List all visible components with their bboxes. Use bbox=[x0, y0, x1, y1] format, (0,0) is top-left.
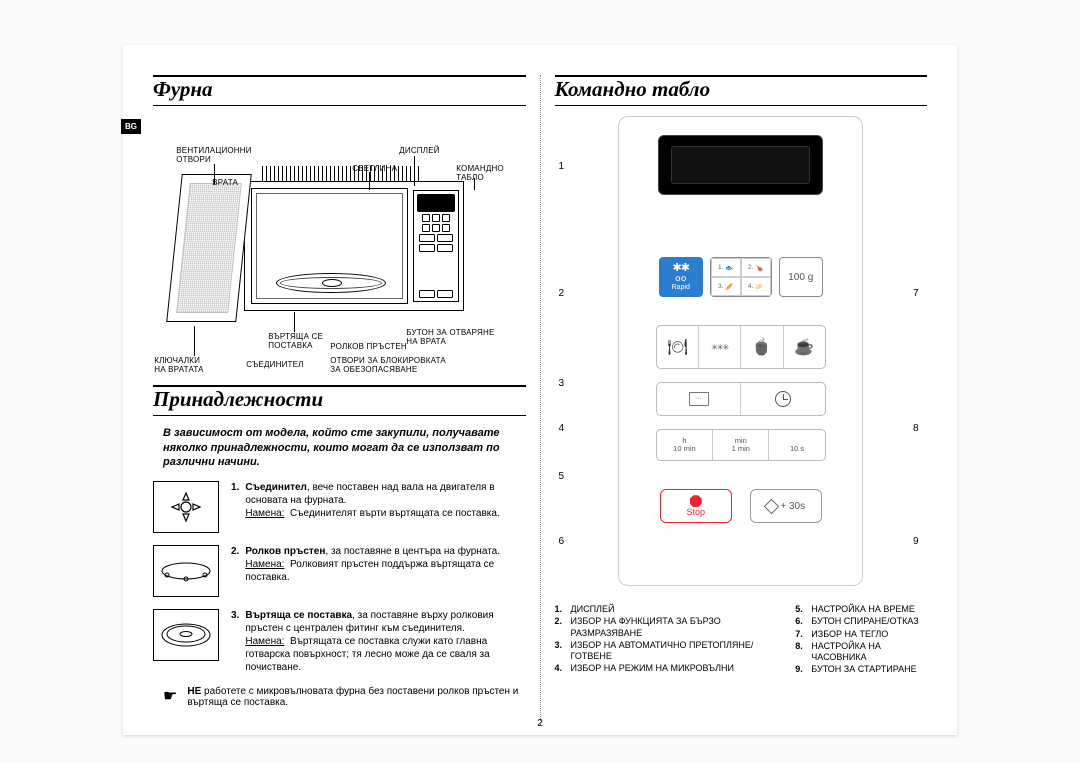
warning-note: ☛ НЕ работете с микровълновата фурна без… bbox=[153, 686, 526, 708]
section-title-oven: Фурна bbox=[153, 75, 526, 106]
label-safety: ОТВОРИ ЗА БЛОКИРОВКАТА ЗА ОБЕЗОПАСЯВАНЕ bbox=[330, 356, 446, 374]
time-set-row: h10 min min1 min 10 s bbox=[656, 429, 826, 461]
control-panel: ✱✱ ໐໐ Rapid 1.🐟 2.🍗 3.🥖 4.🥟 100 g bbox=[618, 116, 863, 586]
food-category-grid[interactable]: 1.🐟 2.🍗 3.🥖 4.🥟 bbox=[710, 257, 772, 297]
pointing-hand-icon: ☛ bbox=[163, 686, 177, 708]
accessory-row: 2. Ролков пръстен, за поставяне в център… bbox=[153, 545, 526, 597]
legend-col-right: 5.НАСТРОЙКА НА ВРЕМЕ 6.БУТОН СПИРАНЕ/ОТК… bbox=[795, 604, 927, 677]
time-10min-button[interactable]: h10 min bbox=[657, 430, 712, 460]
acc-body: Въртяща се поставка, за поставяне върху … bbox=[245, 609, 525, 674]
beverage-button[interactable] bbox=[783, 326, 825, 368]
stop-icon bbox=[690, 495, 702, 507]
page-number: 2 bbox=[123, 718, 957, 729]
clock-button[interactable] bbox=[740, 383, 825, 415]
section-title-accessories: Принадлежности bbox=[153, 385, 526, 416]
mode-row bbox=[656, 382, 826, 416]
turntable-icon bbox=[153, 609, 219, 661]
callout-numbers-right: 7 8 9 bbox=[909, 116, 927, 586]
label-coupler: СЪЕДИНИТЕЛ bbox=[246, 360, 303, 369]
soup-button[interactable] bbox=[740, 326, 782, 368]
column-divider bbox=[540, 75, 541, 725]
acc-num: 1. bbox=[231, 481, 239, 520]
section-title-control-panel: Командно табло bbox=[555, 75, 928, 106]
acc-num: 3. bbox=[231, 609, 239, 674]
legend-col-left: 1.ДИСПЛЕЙ 2.ИЗБОР НА ФУНКЦИЯТА ЗА БЪРЗО … bbox=[555, 604, 776, 677]
language-tag: BG bbox=[121, 119, 141, 134]
left-column: Фурна bbox=[153, 75, 526, 725]
control-panel-legend: 1.ДИСПЛЕЙ 2.ИЗБОР НА ФУНКЦИЯТА ЗА БЪРЗО … bbox=[555, 604, 928, 677]
auto-cook-row bbox=[656, 325, 826, 369]
start-button[interactable]: + 30s bbox=[750, 489, 822, 523]
clock-icon bbox=[775, 391, 791, 407]
microwave-mode-button[interactable] bbox=[657, 383, 741, 415]
accessory-row: 3. Въртяща се поставка, за поставяне вър… bbox=[153, 609, 526, 674]
label-panel: КОМАНДНО ТАБЛО bbox=[456, 164, 504, 182]
oven-diagram: ВЕНТИЛАЦИОННИ ОТВОРИ ВРАТА СВЕТЛИНА ДИСП… bbox=[154, 116, 524, 371]
label-display: ДИСПЛЕЙ bbox=[399, 146, 439, 155]
label-ring: РОЛКОВ ПРЪСТЕН bbox=[330, 342, 407, 351]
label-open-btn: БУТОН ЗА ОТВАРЯНЕ НА ВРАТА bbox=[406, 328, 494, 346]
right-column: Командно табло 1 2 3 4 5 6 ✱✱ ໐໐ bbox=[555, 75, 928, 725]
acc-num: 2. bbox=[231, 545, 239, 584]
weight-button[interactable]: 100 g bbox=[779, 257, 823, 297]
stop-start-row: Stop + 30s bbox=[660, 489, 822, 523]
label-door: ВРАТА bbox=[212, 178, 238, 187]
microwave-icon bbox=[689, 392, 709, 406]
drops-icon: ໐໐ bbox=[675, 274, 686, 283]
label-latch: КЛЮЧАЛКИ НА ВРАТАТА bbox=[154, 356, 203, 374]
accessory-row: 1. Съединител, вече поставен над вала на… bbox=[153, 481, 526, 533]
defrost-row: ✱✱ ໐໐ Rapid 1.🐟 2.🍗 3.🥖 4.🥟 100 g bbox=[659, 257, 823, 297]
roller-ring-icon bbox=[153, 545, 219, 597]
manual-page: BG Фурна bbox=[123, 45, 957, 735]
acc-body: Съединител, вече поставен над вала на дв… bbox=[245, 481, 525, 520]
callout-numbers-left: 1 2 3 4 5 6 bbox=[555, 116, 573, 586]
accessories-intro: В зависимост от модела, който сте закупи… bbox=[163, 426, 516, 469]
label-light: СВЕТЛИНА bbox=[352, 164, 397, 173]
acc-body: Ролков пръстен, за поставяне в центъра н… bbox=[245, 545, 525, 584]
time-10s-button[interactable]: 10 s bbox=[768, 430, 824, 460]
dinner-plate-button[interactable] bbox=[657, 326, 698, 368]
label-turntable: ВЪРТЯЩА СЕ ПОСТАВКА bbox=[268, 332, 323, 350]
coupler-icon bbox=[153, 481, 219, 533]
display-screen bbox=[658, 135, 823, 195]
stop-button[interactable]: Stop bbox=[660, 489, 732, 523]
reheat-button[interactable] bbox=[698, 326, 740, 368]
start-icon bbox=[764, 498, 780, 514]
rapid-defrost-button[interactable]: ✱✱ ໐໐ Rapid bbox=[659, 257, 703, 297]
label-vent: ВЕНТИЛАЦИОННИ ОТВОРИ bbox=[176, 146, 251, 164]
time-1min-button[interactable]: min1 min bbox=[712, 430, 768, 460]
